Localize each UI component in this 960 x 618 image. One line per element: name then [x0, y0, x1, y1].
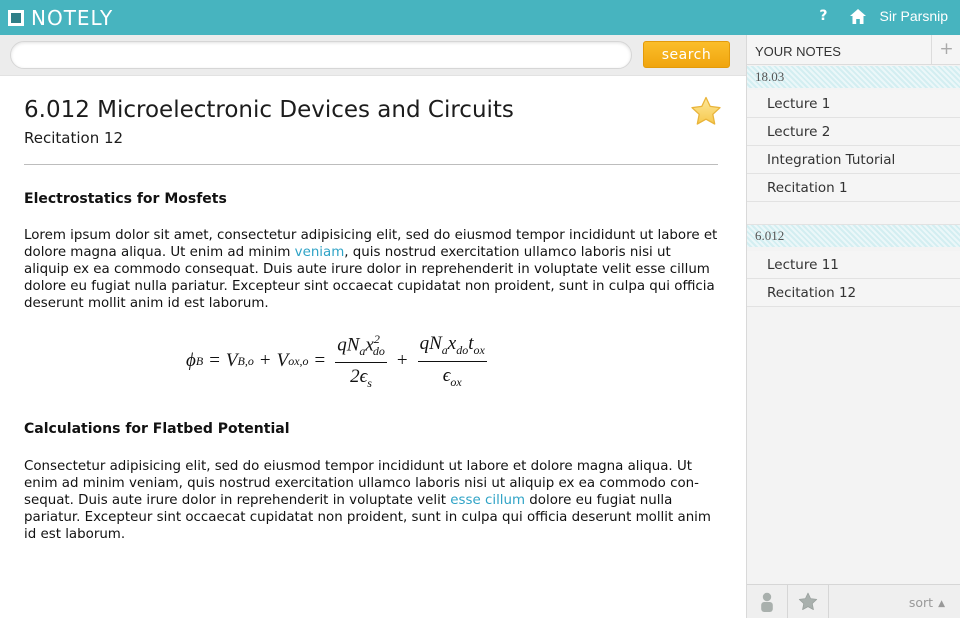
filter-starred-button[interactable]: [788, 585, 829, 618]
sidebar-footer: sort ▲: [747, 584, 960, 618]
sort-button[interactable]: sort ▲: [909, 595, 945, 610]
note-group-label[interactable]: 6.012: [747, 225, 960, 247]
formula-symbol: ϕ: [186, 350, 196, 372]
note-group-label[interactable]: 18.03: [747, 66, 960, 88]
sidebar-title: YOUR NOTES: [755, 44, 841, 59]
formula-fraction: qNaxdotox ϵox: [417, 333, 487, 390]
top-right-controls: ? Sir Parsnip: [819, 8, 948, 24]
formula-fraction: qNax2do 2ϵs: [335, 332, 387, 391]
formula-operator: +: [259, 350, 271, 372]
fraction-denominator: 2ϵs: [350, 366, 372, 390]
logo-square-icon: [8, 10, 24, 26]
inline-link[interactable]: veniam: [294, 245, 345, 260]
star-outline-icon: [798, 592, 818, 610]
home-icon[interactable]: [849, 8, 866, 24]
note-list-item[interactable]: Recitation 12: [747, 279, 960, 307]
sort-label: sort: [908, 595, 934, 610]
paragraph-text: Consectetur adipisicing elit, sed do eiu…: [24, 459, 699, 508]
note-list-spacer: [747, 202, 960, 225]
sort-arrow-up-icon: ▲: [938, 599, 945, 609]
formula-operator: =: [209, 350, 220, 372]
user-icon: [761, 592, 773, 612]
note-subtitle: Recitation 12: [24, 129, 124, 147]
note-title: 6.012 Microelectronic Devices and Circui…: [24, 97, 514, 123]
user-menu[interactable]: Sir Parsnip: [879, 8, 948, 24]
note-list-item[interactable]: Recitation 1: [747, 174, 960, 202]
note-view: 6.012 Microelectronic Devices and Circui…: [0, 77, 746, 618]
fraction-numerator: qNax2do: [335, 332, 387, 364]
formula-symbol: V: [276, 350, 289, 372]
formula-subscript: B,o: [237, 353, 254, 368]
favorite-star-icon[interactable]: [690, 96, 722, 126]
fraction-numerator: qNaxdotox: [417, 333, 487, 362]
top-bar: NOTELY ? Sir Parsnip: [0, 0, 960, 35]
section-paragraph: Lorem ipsum dolor sit amet, consectetur …: [24, 227, 718, 312]
section-paragraph: Consectetur adipisicing elit, sed do eiu…: [24, 458, 718, 543]
search-bar: search: [0, 35, 746, 76]
paragraph-text: dolore eu fugiat nulla pariatur. Excepte…: [24, 493, 711, 542]
formula-subscript: B: [195, 353, 204, 368]
note-list-item[interactable]: Lecture 1: [747, 90, 960, 118]
formula-symbol: V: [225, 350, 238, 372]
filter-user-button[interactable]: [747, 585, 788, 618]
search-button[interactable]: search: [643, 41, 730, 68]
paragraph-text: , quis nostrud exercitation ullamco labo…: [24, 245, 715, 311]
note-list-item[interactable]: Lecture 2: [747, 118, 960, 146]
note-list-item[interactable]: Lecture 11: [747, 251, 960, 279]
formula-operator: =: [314, 350, 326, 372]
sidebar-header: YOUR NOTES +: [747, 35, 960, 65]
notes-sidebar: YOUR NOTES + 18.03 Lecture 1 Lecture 2 I…: [746, 35, 960, 618]
formula-subscript: ox,o: [288, 353, 309, 368]
help-button[interactable]: ?: [819, 8, 828, 24]
title-divider: [24, 164, 718, 165]
section-heading: Electrostatics for Mosfets: [24, 191, 227, 207]
paragraph-text: Lorem ipsum dolor sit amet, consectetur …: [24, 228, 718, 260]
formula-operator: +: [396, 350, 408, 372]
search-input[interactable]: [10, 41, 632, 69]
add-note-button[interactable]: +: [931, 35, 960, 65]
fraction-denominator: ϵox: [442, 364, 462, 389]
section-heading: Calculations for Flatbed Potential: [24, 421, 290, 437]
note-list-item[interactable]: Integration Tutorial: [747, 146, 960, 174]
app-name: NOTELY: [31, 6, 114, 30]
inline-link[interactable]: esse cillum: [450, 493, 526, 508]
app-logo[interactable]: NOTELY: [8, 6, 113, 30]
